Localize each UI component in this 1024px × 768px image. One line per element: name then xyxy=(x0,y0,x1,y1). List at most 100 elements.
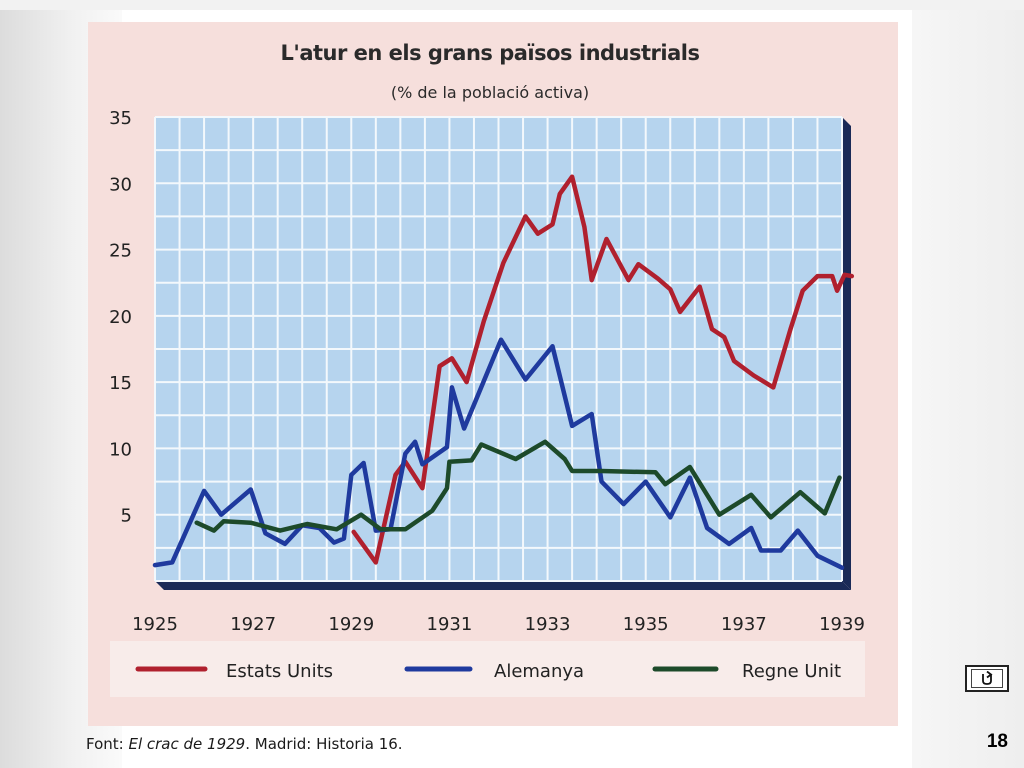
series-line xyxy=(351,174,855,565)
legend-box xyxy=(110,641,865,697)
x-tick-label: 1933 xyxy=(525,614,571,635)
legend-label: Regne Unit xyxy=(742,661,841,682)
data-point xyxy=(352,530,356,534)
page-number: 18 xyxy=(986,731,1008,752)
data-point xyxy=(654,470,657,474)
data-point xyxy=(769,515,773,519)
y-tick-label: 5 xyxy=(121,506,132,527)
return-button[interactable] xyxy=(965,665,1009,692)
data-point xyxy=(663,482,667,486)
x-tick-label: 1929 xyxy=(328,614,374,635)
data-point xyxy=(448,460,451,464)
data-point xyxy=(830,274,834,278)
y-tick-label: 15 xyxy=(109,373,132,394)
data-point xyxy=(656,277,660,281)
data-point xyxy=(752,374,756,377)
data-point xyxy=(835,289,839,293)
chart-subtitle: (% de la població activa) xyxy=(390,83,590,102)
data-point xyxy=(563,457,567,461)
y-tick-label: 10 xyxy=(109,439,132,460)
x-tick-label: 1931 xyxy=(427,614,473,635)
data-point xyxy=(668,515,672,519)
data-point xyxy=(840,566,844,570)
data-point xyxy=(249,521,253,525)
data-point xyxy=(421,462,424,466)
data-point xyxy=(394,473,397,477)
data-point xyxy=(644,480,648,483)
data-point xyxy=(727,542,731,546)
data-point xyxy=(514,457,518,461)
data-point xyxy=(759,549,763,552)
data-point xyxy=(264,531,267,535)
data-point xyxy=(450,356,454,360)
data-point xyxy=(558,192,562,196)
data-point xyxy=(705,526,709,530)
data-point xyxy=(600,469,603,473)
data-point xyxy=(838,476,841,479)
data-point xyxy=(823,511,827,515)
data-point xyxy=(374,529,378,533)
return-arrow-icon xyxy=(982,671,993,685)
data-point xyxy=(688,465,692,469)
data-point xyxy=(570,469,574,473)
data-point xyxy=(789,327,792,331)
data-point xyxy=(342,537,346,540)
x-tick-label: 1939 xyxy=(819,614,865,635)
data-point xyxy=(219,513,223,517)
y-tick-label: 35 xyxy=(109,108,132,129)
data-point xyxy=(717,513,721,517)
data-point xyxy=(362,461,365,465)
return-button-frame xyxy=(971,669,1003,688)
x-tick-label: 1925 xyxy=(132,614,178,635)
data-point xyxy=(359,513,363,517)
data-point xyxy=(430,509,434,513)
data-point xyxy=(403,527,407,531)
slide-decoration-top xyxy=(0,0,1024,10)
data-point xyxy=(479,443,483,446)
y-tick-label: 20 xyxy=(109,307,132,328)
data-point xyxy=(153,563,157,567)
data-point xyxy=(582,225,586,229)
data-point xyxy=(195,521,199,525)
data-point xyxy=(668,287,672,291)
data-point xyxy=(283,542,287,546)
data-point xyxy=(222,519,226,523)
data-point xyxy=(249,488,253,491)
data-point xyxy=(551,344,554,348)
source-prefix: Font: xyxy=(86,735,129,753)
x-tick-label: 1927 xyxy=(230,614,276,635)
data-point xyxy=(438,364,442,368)
data-point xyxy=(622,502,626,506)
x-tick-label: 1935 xyxy=(623,614,669,635)
source-citation: Font: El crac de 1929. Madrid: Historia … xyxy=(86,735,403,753)
data-point xyxy=(374,561,378,564)
data-point xyxy=(850,274,854,278)
legend-label: Alemanya xyxy=(494,661,584,682)
data-point xyxy=(590,278,594,282)
data-point xyxy=(332,541,336,544)
data-point xyxy=(798,490,802,494)
data-point xyxy=(590,412,594,416)
data-point xyxy=(570,175,574,179)
source-work-title: El crac de 1929 xyxy=(128,735,246,753)
data-point xyxy=(502,261,505,265)
source-publisher: . Madrid: Historia 16. xyxy=(245,735,403,753)
data-point xyxy=(570,424,574,428)
data-point xyxy=(462,427,466,430)
y-tick-label: 25 xyxy=(109,241,132,262)
data-point xyxy=(678,310,682,314)
data-point xyxy=(413,440,417,444)
data-point xyxy=(524,215,527,218)
data-point xyxy=(600,480,603,483)
data-point xyxy=(421,486,424,490)
data-point xyxy=(499,338,503,342)
data-point xyxy=(403,452,407,456)
data-point xyxy=(843,273,846,277)
plot-depth-bottom xyxy=(155,581,851,590)
legend-label: Estats Units xyxy=(226,661,333,682)
data-point xyxy=(732,359,736,363)
data-point xyxy=(796,529,800,533)
plot-depth-right xyxy=(842,117,851,590)
data-point xyxy=(551,222,554,226)
data-point xyxy=(445,486,449,490)
